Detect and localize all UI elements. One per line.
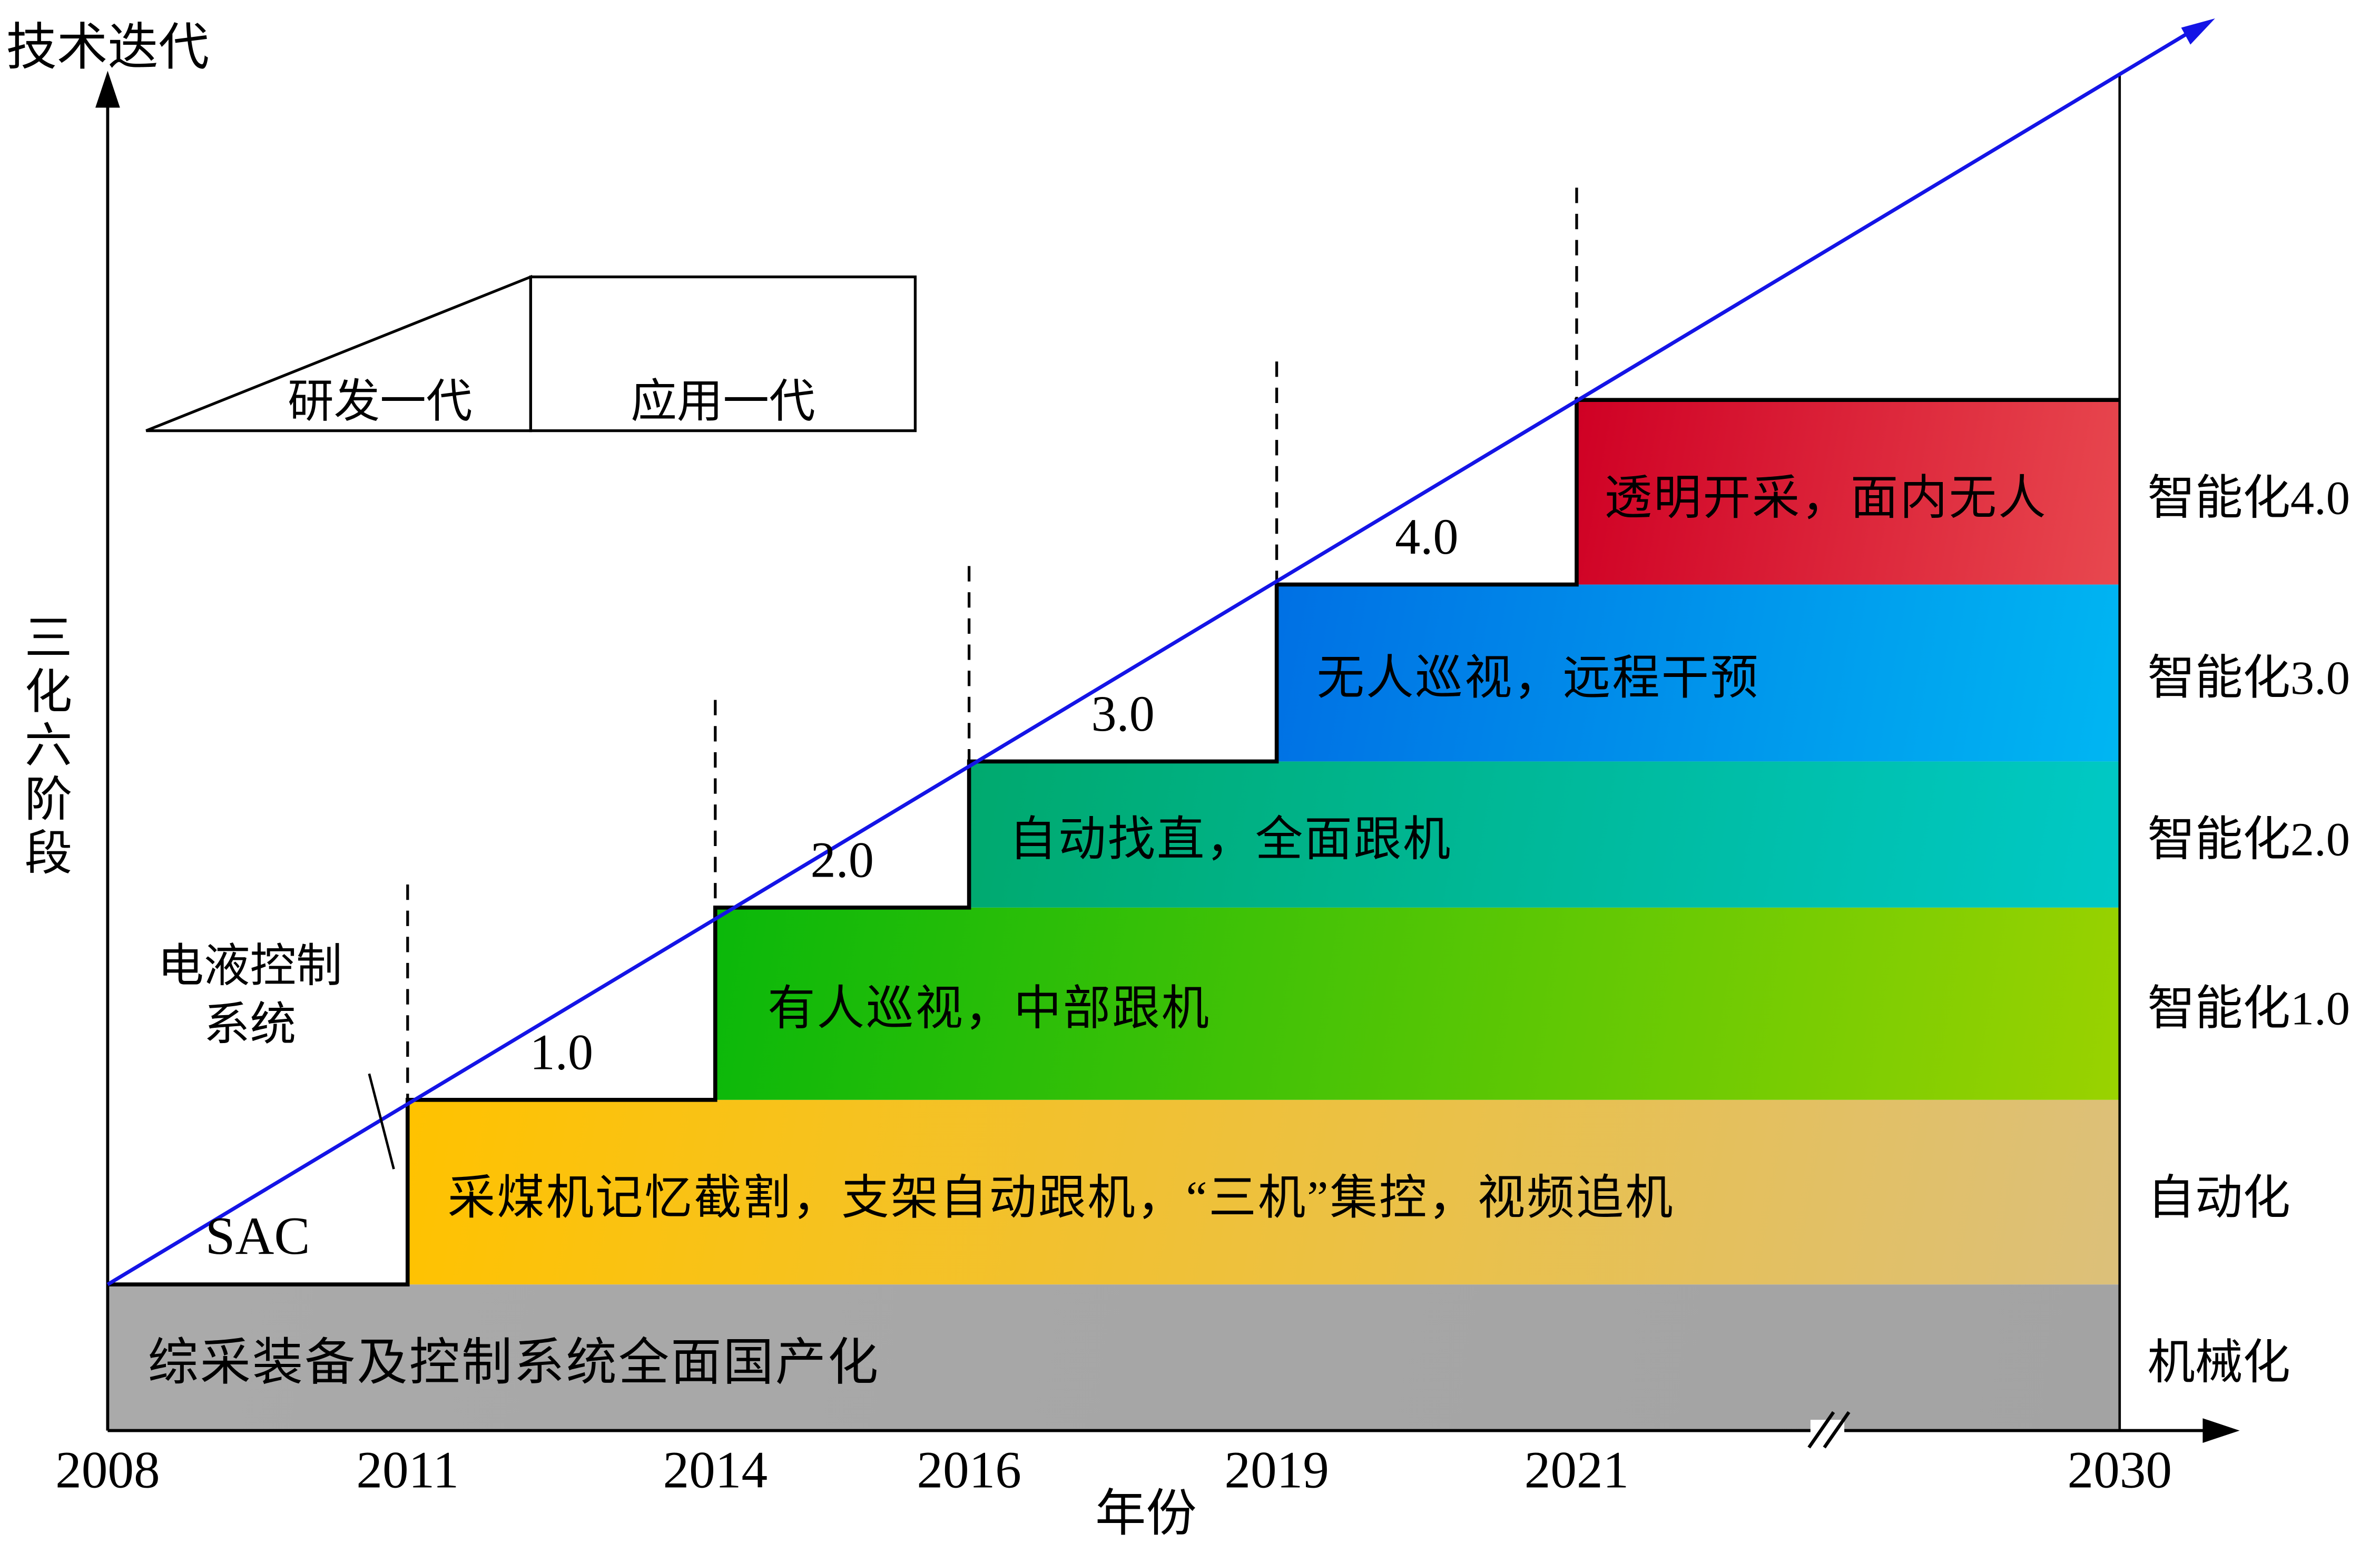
x-tick-2008: 2008 [55, 1442, 160, 1500]
annotation-line-2: 系统 [203, 1000, 297, 1051]
band-intelligent-1-text: 有人巡视，中部跟机 [768, 981, 1211, 1036]
step-label-4-0: 4.0 [1395, 510, 1459, 566]
band-intelligent-3-text: 无人巡视，远程干预 [1316, 651, 1760, 705]
band-intelligent-2: 自动找直，全面跟机 [969, 761, 2120, 908]
band-intelligent-4-text: 透明开采，面内无人 [1604, 470, 2048, 524]
stage-label-intelligent-2: 智能化2.0 [2147, 812, 2351, 866]
y-axis-side-label: 三化六阶段 [17, 612, 71, 882]
annotation-electrohydraulic: 电液控制 系统 [131, 938, 369, 1055]
step-label-2-0: 2.0 [810, 833, 874, 889]
step-label-1-0: 1.0 [529, 1026, 594, 1082]
legend-apply-label: 应用一代 [631, 377, 815, 428]
band-intelligent-4: 透明开采，面内无人 [1577, 400, 2120, 585]
band-mechanization: 综采装备及控制系统全面国产化 [107, 1284, 2120, 1431]
stage-label-intelligent-1: 智能化1.0 [2147, 981, 2351, 1036]
x-tick-2021: 2021 [1524, 1442, 1629, 1500]
trend-arrow-icon [2181, 18, 2215, 45]
x-tick-2011: 2011 [356, 1442, 459, 1500]
band-automation-text: 采煤机记忆截割，支架自动跟机，“三机”集控，视频追机 [447, 1169, 1675, 1224]
stage-label-intelligent-4: 智能化4.0 [2147, 470, 2351, 524]
band-mechanization-text: 综采装备及控制系统全面国产化 [147, 1336, 880, 1392]
x-tick-2030: 2030 [2067, 1442, 2172, 1500]
x-tick-2019: 2019 [1224, 1442, 1329, 1500]
x-axis-title: 年份 [1095, 1487, 1197, 1543]
band-automation: 采煤机记忆截割，支架自动跟机，“三机”集控，视频追机 [407, 1099, 2120, 1285]
x-tick-2016: 2016 [917, 1442, 1021, 1500]
stage-label-mechanization: 机械化 [2147, 1335, 2290, 1389]
annotation-pointer-line [368, 1073, 395, 1169]
band-intelligent-1: 有人巡视，中部跟机 [715, 907, 2120, 1100]
stage-label-intelligent-3: 智能化3.0 [2147, 651, 2351, 705]
annotation-line-1: 电液控制 [158, 941, 342, 992]
stage-label-automation: 自动化 [2147, 1169, 2290, 1224]
band-intelligent-3: 无人巡视，远程干预 [1276, 584, 2120, 762]
band-intelligent-2-text: 自动找直，全面跟机 [1009, 812, 1452, 866]
step-label-sac: SAC [205, 1206, 310, 1266]
step-label-3-0: 3.0 [1091, 687, 1155, 743]
legend-develop-label: 研发一代 [288, 377, 473, 428]
x-tick-2014: 2014 [663, 1442, 768, 1500]
y-axis-title: 技术迭代 [6, 21, 210, 77]
